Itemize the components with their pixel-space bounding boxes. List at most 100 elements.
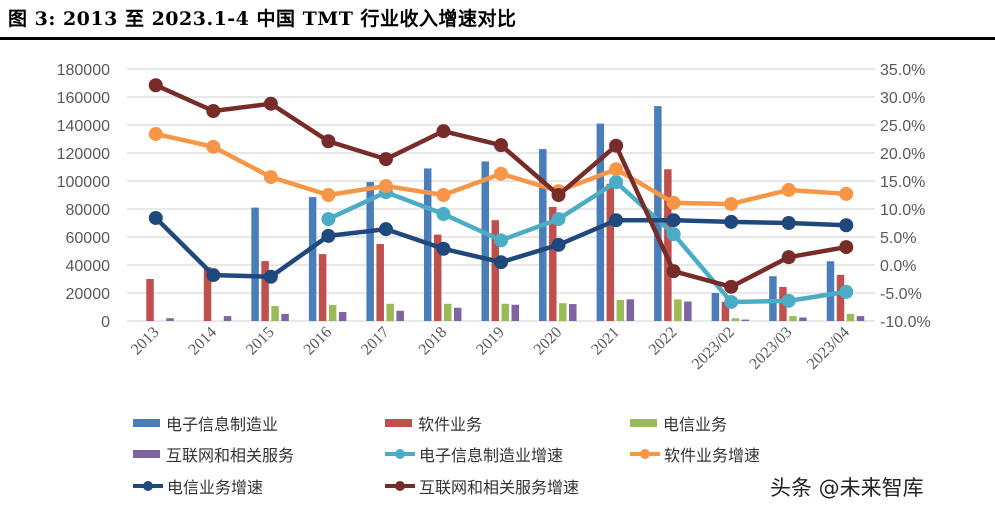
bar-4 xyxy=(166,318,174,321)
line-point-2 xyxy=(148,126,163,141)
y-right-tick-label: 10.0% xyxy=(880,202,925,219)
x-tick-label: 2021 xyxy=(588,324,623,359)
line-point-4 xyxy=(378,152,393,167)
legend-item: 软件业务增速 xyxy=(630,442,760,466)
line-point-3 xyxy=(494,255,508,270)
line-point-2 xyxy=(839,186,854,201)
chart: 0 20000 40000 60000 80000 100000 120000 140000 1… xyxy=(57,62,931,373)
line-point-1 xyxy=(494,233,508,248)
bar-2 xyxy=(549,206,557,321)
bar-2 xyxy=(606,183,615,321)
legend-line-marker xyxy=(385,481,415,491)
line-series-1 xyxy=(327,179,847,305)
line-point-1 xyxy=(781,293,796,308)
line-point-1 xyxy=(436,207,451,222)
line-point-1 xyxy=(839,284,854,299)
legend-label: 软件业务 xyxy=(418,415,483,434)
bar-4 xyxy=(684,301,692,321)
line-point-4 xyxy=(724,279,739,294)
line-point-2 xyxy=(263,170,278,185)
legend-label: 软件业务增速 xyxy=(664,446,761,465)
bar-2 xyxy=(433,234,442,321)
y-right-tick-label: 25.0% xyxy=(880,118,925,135)
bar-3 xyxy=(846,314,855,321)
legend-item: 互联网和相关服务 xyxy=(133,442,294,466)
x-tick-label: 2016 xyxy=(301,324,336,359)
line-point-4 xyxy=(666,264,681,279)
y-right-tick-label: 5.0% xyxy=(880,230,916,247)
bar-1 xyxy=(481,161,489,321)
bar-3 xyxy=(386,303,394,321)
y-left-tick-label: 120000 xyxy=(57,146,110,163)
line-point-2 xyxy=(666,195,681,210)
line-point-3 xyxy=(724,214,739,229)
y-right-tick-label: -10.0% xyxy=(880,314,931,331)
line-point-3 xyxy=(263,269,278,284)
legend-label: 电信业务 xyxy=(663,415,728,434)
line-point-4 xyxy=(436,124,451,139)
bar-3 xyxy=(559,303,567,321)
legend-label: 电信业务增速 xyxy=(167,478,264,497)
y-left-tick-label: 60000 xyxy=(66,230,111,247)
line-point-4 xyxy=(609,138,624,153)
line-point-1 xyxy=(666,227,681,242)
bar-4 xyxy=(281,314,289,321)
bar-1 xyxy=(539,149,547,321)
line-point-3 xyxy=(148,210,163,225)
bar-3 xyxy=(789,316,797,321)
bar-4 xyxy=(741,319,750,321)
bar-1 xyxy=(711,293,720,321)
bar-3 xyxy=(731,318,740,321)
line-point-3 xyxy=(666,213,681,228)
line-point-2 xyxy=(609,162,624,177)
bar-4 xyxy=(799,317,807,321)
line-point-2 xyxy=(436,188,451,202)
bar-3 xyxy=(443,303,452,321)
bar-4 xyxy=(396,310,404,321)
line-point-4 xyxy=(321,134,336,149)
x-tick-label: 2020 xyxy=(531,324,566,359)
bar-2 xyxy=(376,244,384,321)
y-right-tick-label: 20.0% xyxy=(880,146,925,163)
bar-2 xyxy=(203,267,212,321)
line-point-4 xyxy=(551,188,566,202)
legend-label: 电子信息制造业增速 xyxy=(419,446,564,465)
x-tick-label: 2014 xyxy=(185,324,220,359)
bar-4 xyxy=(338,312,347,321)
legend-line-marker xyxy=(630,449,660,459)
x-tick-label: 2015 xyxy=(243,324,278,359)
line-point-2 xyxy=(378,179,393,194)
bar-4 xyxy=(453,307,462,321)
line-point-3 xyxy=(321,228,336,243)
line-point-4 xyxy=(206,104,221,118)
bar-1 xyxy=(366,181,374,321)
x-tick-label: 2023/03 xyxy=(746,324,795,373)
title-rule xyxy=(0,37,995,40)
legend-line-marker xyxy=(385,449,415,459)
y-right-tick-label: 30.0% xyxy=(880,90,925,107)
line-point-2 xyxy=(724,196,739,211)
bar-1 xyxy=(769,276,777,321)
legend-item: 软件业务 xyxy=(385,411,482,435)
line-point-3 xyxy=(781,216,796,230)
figure-title: 图 3: 2013 至 2023.1-4 中国 TMT 行业收入增速对比 xyxy=(8,8,517,30)
x-tick-label: 2023/02 xyxy=(689,324,738,373)
line-point-3 xyxy=(609,213,624,228)
bar-1 xyxy=(596,123,605,321)
bar-4 xyxy=(223,316,232,321)
watermark: 头条 @未来智库 xyxy=(770,476,924,500)
bar-1 xyxy=(826,261,835,321)
legend-label: 电子信息制造业 xyxy=(166,415,279,434)
bar-3 xyxy=(328,305,337,321)
x-tick-label: 2022 xyxy=(646,324,681,359)
legend-label: 互联网和相关服务 xyxy=(166,446,295,465)
y-left-tick-label: 100000 xyxy=(57,174,110,191)
legend-swatch xyxy=(630,419,657,427)
x-tick-label: 2017 xyxy=(358,324,393,359)
y-left-tick-label: 40000 xyxy=(66,258,111,275)
line-point-4 xyxy=(148,78,163,93)
y-left-tick-label: 160000 xyxy=(57,90,110,107)
y-right-tick-label: -5.0% xyxy=(880,286,922,303)
y-left-tick-label: 140000 xyxy=(57,118,110,135)
line-point-3 xyxy=(839,218,854,233)
